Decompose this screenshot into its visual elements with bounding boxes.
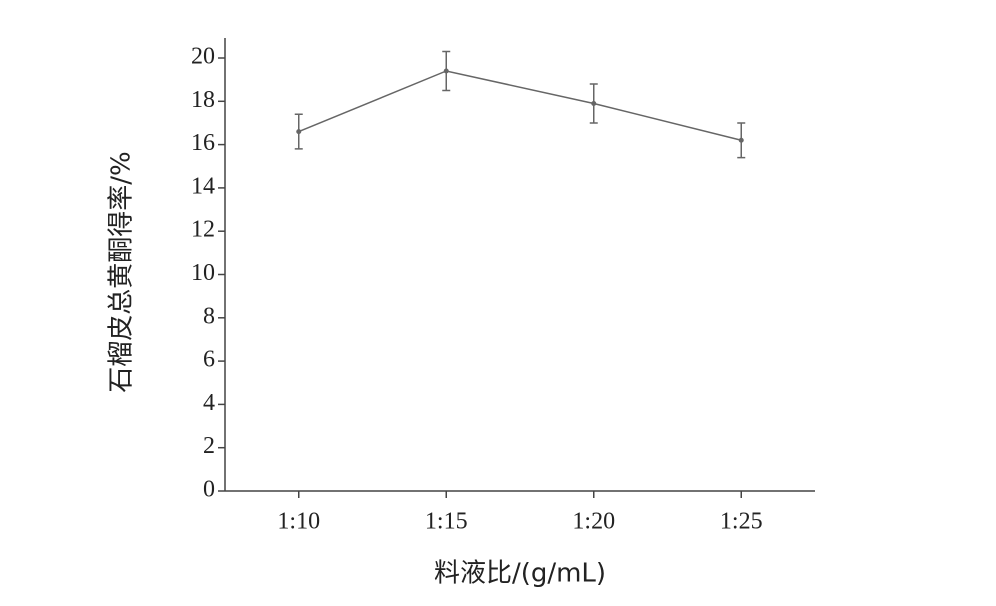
y-tick-label: 18 — [191, 87, 215, 113]
line — [298, 70, 742, 141]
point — [296, 129, 302, 135]
point — [738, 137, 744, 143]
x-axis-label: 料液比/(g/mL) — [434, 559, 606, 589]
x-tick-label: 1:10 — [277, 509, 320, 535]
x-tick-label: 1:15 — [425, 509, 468, 535]
y-tick-label: 16 — [191, 130, 215, 156]
y-tick-label: 20 — [191, 44, 215, 70]
y-tick-label: 4 — [203, 390, 215, 416]
y-tick-label: 8 — [203, 303, 215, 329]
y-axis-label: 石榴皮总黄酮得率/% — [107, 151, 137, 392]
y-tick-label: 2 — [203, 433, 215, 459]
x-tick-label: 1:20 — [572, 509, 615, 535]
y-tick-label: 12 — [191, 217, 215, 243]
y-tick-label: 6 — [203, 347, 215, 373]
x-tick-label: 1:25 — [720, 509, 763, 535]
point — [443, 68, 449, 74]
y-tick-label: 10 — [191, 260, 215, 286]
y-tick-label: 14 — [191, 173, 215, 199]
y-tick-label: 0 — [203, 477, 215, 503]
point — [591, 100, 597, 106]
